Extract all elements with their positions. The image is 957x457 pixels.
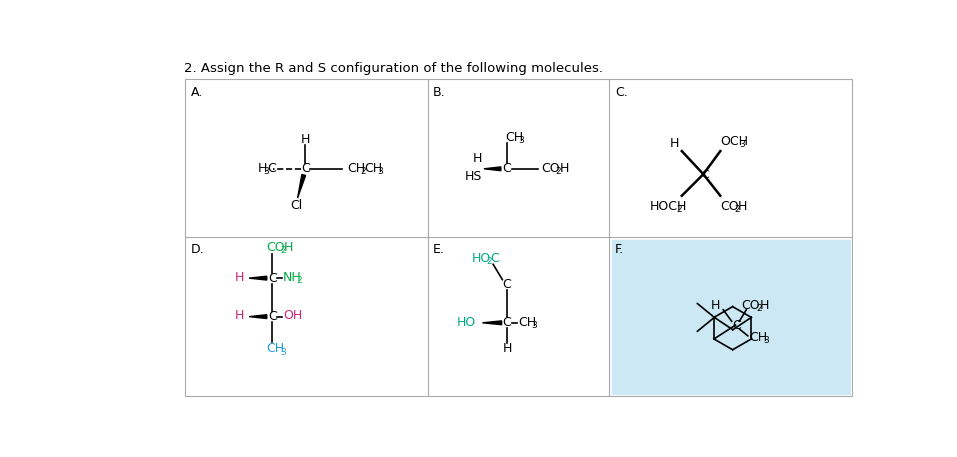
Text: HO: HO bbox=[472, 252, 491, 266]
Text: C.: C. bbox=[614, 85, 628, 99]
Text: Cl: Cl bbox=[291, 199, 303, 212]
Text: C: C bbox=[502, 278, 511, 291]
Text: 2: 2 bbox=[734, 205, 740, 214]
Text: B.: B. bbox=[434, 85, 446, 99]
Polygon shape bbox=[249, 276, 267, 280]
Text: 3: 3 bbox=[739, 140, 745, 149]
Text: A.: A. bbox=[190, 85, 203, 99]
Text: 3: 3 bbox=[764, 336, 769, 345]
Text: CO: CO bbox=[742, 298, 760, 312]
Polygon shape bbox=[298, 175, 305, 198]
Bar bbox=[612, 239, 850, 393]
Text: H: H bbox=[669, 137, 679, 150]
Text: HS: HS bbox=[465, 170, 482, 183]
Text: CH: CH bbox=[266, 342, 284, 356]
Text: C: C bbox=[268, 310, 277, 323]
Text: 2: 2 bbox=[677, 205, 682, 214]
Text: CH: CH bbox=[365, 161, 383, 175]
Text: HOCH: HOCH bbox=[650, 200, 687, 213]
Text: C: C bbox=[490, 252, 499, 266]
Text: C: C bbox=[300, 162, 310, 175]
Text: 2: 2 bbox=[279, 246, 285, 255]
Text: CO: CO bbox=[266, 241, 284, 254]
Bar bbox=[185, 80, 852, 396]
Text: CH: CH bbox=[749, 331, 768, 344]
Text: H: H bbox=[560, 161, 568, 175]
Text: C: C bbox=[502, 316, 511, 329]
Text: H: H bbox=[235, 309, 244, 322]
Text: NH: NH bbox=[283, 271, 301, 284]
Text: CH: CH bbox=[505, 131, 523, 144]
Text: 3: 3 bbox=[279, 348, 285, 356]
Text: 3: 3 bbox=[378, 167, 384, 175]
Text: CH: CH bbox=[347, 161, 366, 175]
Text: 2: 2 bbox=[486, 257, 492, 266]
Text: C: C bbox=[701, 170, 709, 180]
Text: 2: 2 bbox=[756, 303, 762, 313]
Text: 2. Assign the R and S configuration of the following molecules.: 2. Assign the R and S configuration of t… bbox=[184, 62, 603, 75]
Text: D.: D. bbox=[190, 244, 204, 256]
Text: H: H bbox=[257, 161, 267, 175]
Text: CO: CO bbox=[721, 200, 739, 213]
Text: 3: 3 bbox=[519, 136, 524, 145]
Text: H: H bbox=[235, 271, 244, 284]
Text: 2: 2 bbox=[361, 167, 367, 175]
Polygon shape bbox=[482, 321, 501, 325]
Text: C: C bbox=[502, 162, 511, 175]
Text: F.: F. bbox=[614, 244, 624, 256]
Polygon shape bbox=[484, 167, 501, 171]
Text: H: H bbox=[283, 241, 293, 254]
Text: 3: 3 bbox=[532, 321, 538, 329]
Text: 2: 2 bbox=[297, 276, 302, 285]
Text: H: H bbox=[738, 200, 747, 213]
Text: H: H bbox=[502, 342, 512, 356]
Text: C: C bbox=[268, 271, 277, 285]
Text: CO: CO bbox=[542, 161, 560, 175]
Text: OH: OH bbox=[283, 309, 302, 322]
Text: H: H bbox=[300, 133, 310, 146]
Text: C: C bbox=[268, 161, 277, 175]
Text: 3: 3 bbox=[263, 167, 269, 175]
Text: H: H bbox=[711, 298, 720, 312]
Polygon shape bbox=[249, 315, 267, 319]
Text: CH: CH bbox=[518, 315, 536, 329]
Text: OCH: OCH bbox=[721, 135, 748, 149]
Text: E.: E. bbox=[434, 244, 445, 256]
Text: C: C bbox=[732, 319, 741, 332]
Text: H: H bbox=[760, 298, 769, 312]
Text: HO: HO bbox=[457, 315, 477, 329]
Text: H: H bbox=[473, 152, 482, 165]
Text: 2: 2 bbox=[555, 167, 561, 175]
